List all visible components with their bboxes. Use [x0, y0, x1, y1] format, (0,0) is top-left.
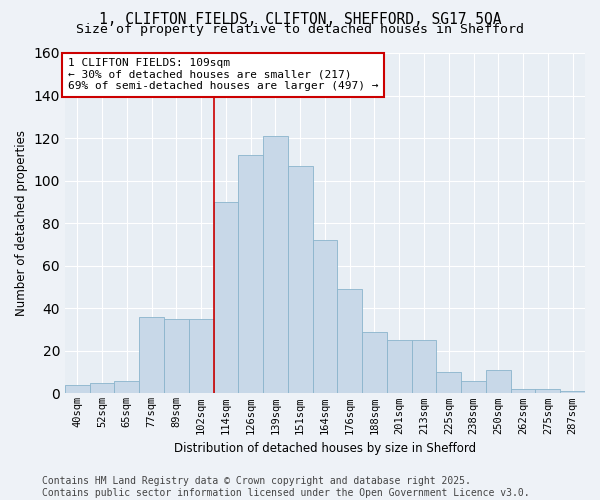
Bar [535, 389, 560, 394]
Bar [560, 392, 585, 394]
Text: Contains HM Land Registry data © Crown copyright and database right 2025.
Contai: Contains HM Land Registry data © Crown c… [42, 476, 530, 498]
Y-axis label: Number of detached properties: Number of detached properties [15, 130, 28, 316]
Bar [139, 317, 164, 394]
Bar [65, 385, 89, 394]
Text: 1 CLIFTON FIELDS: 109sqm
← 30% of detached houses are smaller (217)
69% of semi-: 1 CLIFTON FIELDS: 109sqm ← 30% of detach… [68, 58, 378, 92]
Text: 1, CLIFTON FIELDS, CLIFTON, SHEFFORD, SG17 5QA: 1, CLIFTON FIELDS, CLIFTON, SHEFFORD, SG… [99, 12, 501, 28]
Bar [412, 340, 436, 394]
Bar [263, 136, 288, 394]
Text: Size of property relative to detached houses in Shefford: Size of property relative to detached ho… [76, 24, 524, 36]
Bar [115, 380, 139, 394]
X-axis label: Distribution of detached houses by size in Shefford: Distribution of detached houses by size … [174, 442, 476, 455]
Bar [436, 372, 461, 394]
Bar [337, 289, 362, 394]
Bar [214, 202, 238, 394]
Bar [362, 332, 387, 394]
Bar [238, 155, 263, 394]
Bar [189, 319, 214, 394]
Bar [89, 383, 115, 394]
Bar [164, 319, 189, 394]
Bar [288, 166, 313, 394]
Bar [511, 389, 535, 394]
Bar [461, 380, 486, 394]
Bar [313, 240, 337, 394]
Bar [486, 370, 511, 394]
Bar [387, 340, 412, 394]
